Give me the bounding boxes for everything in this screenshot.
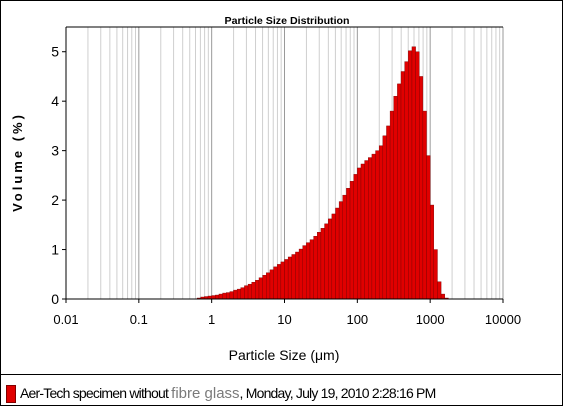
y-axis-label: Volume (%) (10, 112, 25, 212)
legend-series-name: Aer-Tech specimen without (20, 385, 172, 401)
x-tick-label: 1000 (416, 312, 445, 327)
bar (269, 269, 274, 300)
bar (255, 280, 260, 300)
bar (302, 245, 307, 300)
bar (437, 281, 442, 300)
bar (433, 249, 438, 300)
x-tick-label: 100 (346, 312, 368, 327)
bar (382, 135, 387, 300)
bar (222, 292, 227, 300)
x-tick-label: 10 (277, 312, 291, 327)
bar (258, 277, 263, 300)
legend-series-material: fibre glass (171, 385, 240, 402)
y-tick-label: 3 (51, 143, 59, 159)
legend-timestamp: , Monday, July 19, 2010 2:28:16 PM (239, 385, 437, 401)
y-tick-label: 1 (51, 242, 59, 258)
bar (415, 51, 420, 300)
bar (251, 281, 256, 300)
bar (378, 145, 384, 300)
bar (397, 83, 402, 300)
bar (404, 61, 409, 300)
bar (298, 248, 303, 300)
bar (295, 251, 300, 300)
legend: Aer-Tech specimen without fibre glass, M… (0, 374, 561, 405)
bar (320, 228, 325, 300)
bar (389, 110, 394, 300)
y-tick-label: 0 (51, 291, 59, 307)
bar (226, 292, 231, 300)
bar (426, 155, 431, 300)
legend-swatch (6, 385, 16, 403)
bar (393, 96, 398, 300)
x-tick-label: 10000 (485, 312, 521, 327)
y-tick-label: 5 (51, 44, 59, 60)
bar (218, 293, 223, 300)
bar (229, 291, 234, 300)
bar (277, 264, 282, 300)
bar (287, 256, 292, 300)
bar (262, 275, 267, 300)
bar (244, 285, 249, 300)
bar-series (196, 46, 449, 300)
bar (215, 294, 220, 300)
bar (317, 232, 322, 300)
bar (429, 204, 435, 300)
bar (408, 50, 413, 300)
bar (368, 157, 373, 300)
bar (291, 254, 296, 300)
y-tick-labels: 0 1 2 3 4 5 (51, 44, 66, 307)
x-tick-labels: 0.01 0.1 1 10 100 1000 10000 (53, 299, 521, 327)
bar (360, 163, 365, 300)
bar (342, 194, 347, 300)
bar (273, 266, 278, 300)
bar (353, 174, 358, 300)
y-tick-label: 4 (51, 93, 59, 109)
bar (327, 218, 333, 300)
bar (247, 283, 252, 300)
bar (386, 125, 391, 300)
bar (313, 235, 318, 300)
bar (364, 160, 369, 300)
bar (419, 76, 424, 300)
bar (306, 242, 311, 300)
bar (349, 181, 354, 300)
x-axis-label: Particle Size (μm) (229, 347, 340, 363)
bar (335, 207, 340, 300)
bar (400, 71, 405, 300)
bar (324, 223, 329, 300)
y-tick-label: 2 (51, 192, 59, 208)
bar (331, 213, 336, 300)
bar (309, 239, 314, 300)
bar (346, 188, 351, 300)
legend-entry: Aer-Tech specimen without fibre glass, M… (20, 385, 437, 402)
bar (411, 46, 416, 300)
bar (236, 288, 242, 300)
bar (280, 261, 285, 300)
bar (266, 272, 271, 300)
chart-title: Particle Size Distribution (225, 16, 350, 27)
bar (371, 153, 376, 300)
x-tick-label: 0.1 (130, 312, 148, 327)
bar (375, 150, 380, 300)
x-tick-label: 0.01 (53, 312, 78, 327)
bar (233, 289, 238, 300)
bar (211, 295, 216, 300)
bar (422, 110, 427, 300)
bar (440, 293, 445, 300)
particle-size-chart: 0.01 0.1 1 10 100 1000 10000 0 1 2 3 4 5 Particle S… (10, 16, 521, 363)
bar (240, 287, 245, 300)
bar (357, 167, 362, 300)
x-tick-label: 1 (208, 312, 215, 327)
bar (284, 259, 289, 300)
bar (338, 201, 343, 300)
